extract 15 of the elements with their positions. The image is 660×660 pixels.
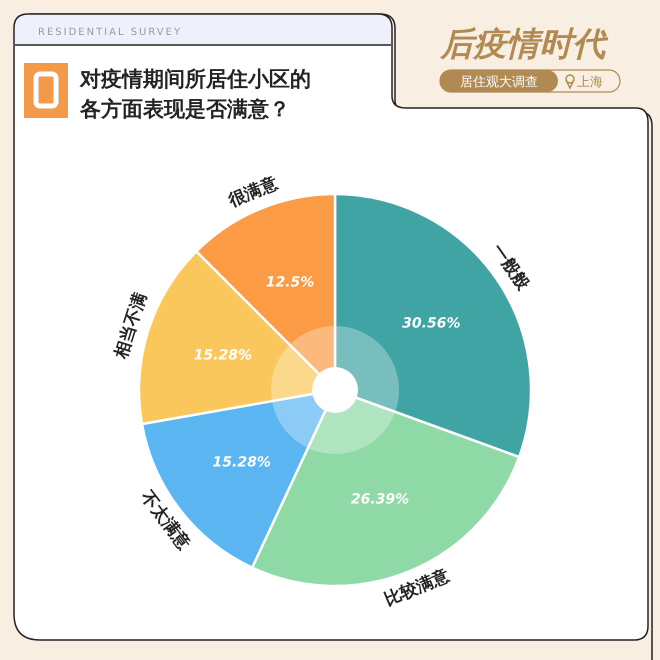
data-label: 15.28% — [194, 348, 252, 364]
data-label: 30.56% — [402, 316, 460, 332]
slice-label: 很满意 — [224, 172, 282, 212]
data-label: 15.28% — [212, 454, 271, 471]
slice-label: 相当不满 — [110, 290, 151, 362]
data-label: 12.5% — [266, 274, 314, 290]
text: 上海 — [577, 75, 603, 90]
text: RESIDENTIAL SURVEY — [38, 27, 182, 38]
data-label: 26.39% — [350, 492, 410, 508]
text: 居住观大调查 — [460, 75, 538, 90]
chart-title: 对疫情期间所居住小区的各方面表现是否满意？ — [79, 67, 311, 121]
slice-label: 一般般 — [487, 240, 534, 295]
slice-label: 比较满意 — [382, 565, 454, 610]
chart-subtitle: 后疫情时代 — [438, 24, 608, 63]
slice-label: 不太满意 — [136, 486, 194, 554]
